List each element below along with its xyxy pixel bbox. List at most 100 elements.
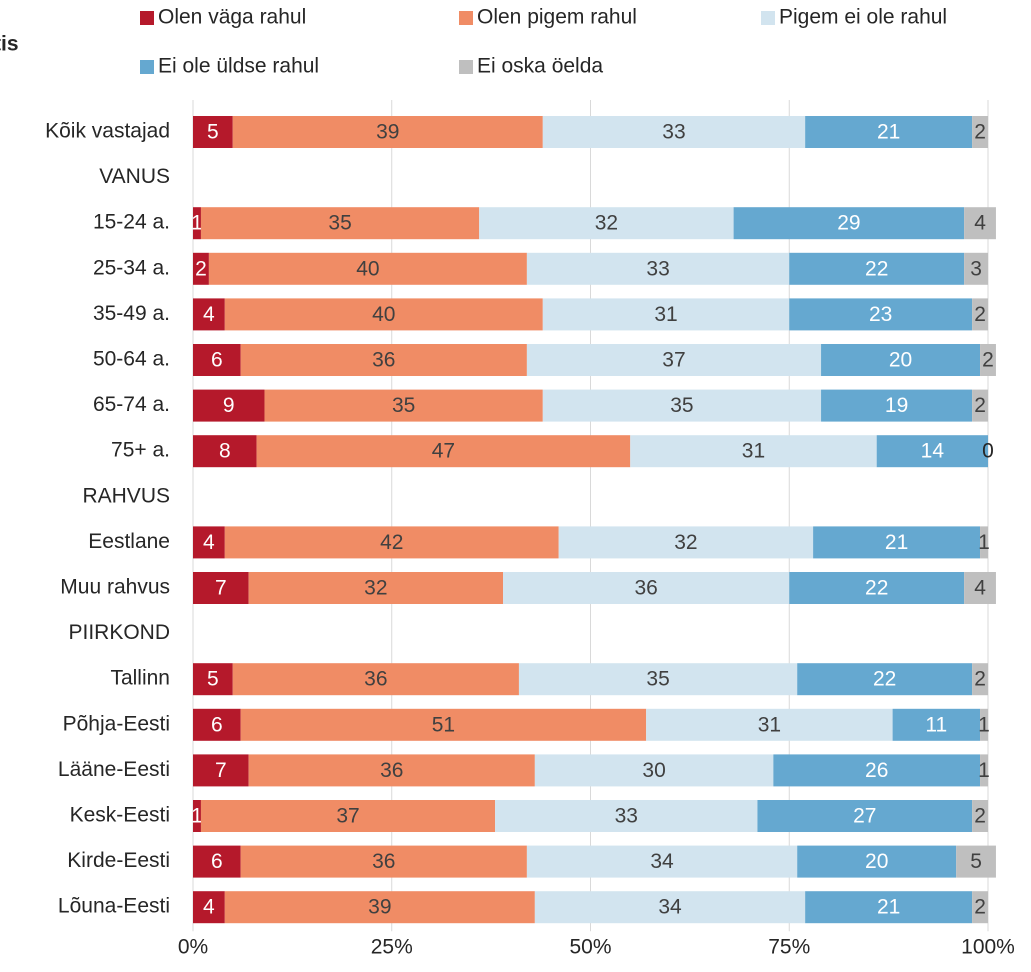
data-label: 47 — [432, 440, 455, 463]
data-label: 33 — [646, 257, 669, 280]
bar-segment — [972, 800, 988, 832]
bar-segment — [495, 800, 758, 832]
bar-segment — [526, 252, 790, 285]
bar-segment — [542, 389, 822, 422]
data-label: 4 — [203, 303, 215, 326]
data-label: 2 — [974, 121, 986, 144]
data-label: 2 — [974, 303, 986, 326]
data-label: 23 — [869, 303, 892, 326]
bar-segment — [240, 845, 527, 878]
data-label: 6 — [211, 713, 223, 736]
data-label: 35 — [646, 668, 669, 691]
bar-segment — [264, 389, 543, 422]
data-label: 2 — [974, 896, 986, 919]
y-tick-label: VANUS — [99, 165, 170, 188]
legend-swatch — [140, 60, 154, 74]
bar-segment — [200, 207, 480, 240]
x-tick-label: 0% — [178, 936, 208, 959]
y-tick-label: 25-34 a. — [93, 256, 170, 279]
bar-segment — [797, 845, 957, 878]
bar-segment — [876, 435, 988, 468]
data-label: 29 — [837, 212, 860, 235]
x-tick-label: 50% — [569, 936, 611, 959]
bar-segment — [972, 298, 988, 331]
data-label: 0 — [982, 440, 994, 463]
data-label: 36 — [372, 349, 395, 372]
data-label: 36 — [372, 850, 395, 873]
legend-label: Pigem ei ole rahul — [779, 6, 947, 29]
legend-swatch — [459, 11, 473, 25]
bar-segment — [733, 207, 965, 240]
bar-segment — [193, 572, 249, 604]
bar-segment — [193, 708, 241, 741]
bar-segment — [773, 754, 981, 787]
data-label: 31 — [758, 713, 781, 736]
bar-segment — [558, 526, 814, 559]
y-tick-label: 75+ a. — [111, 439, 170, 462]
data-label: 40 — [372, 303, 395, 326]
data-label: 2 — [982, 349, 994, 372]
data-label: 33 — [615, 805, 638, 828]
legend-label: Olen pigem rahul — [477, 6, 637, 29]
legend-swatch — [459, 60, 473, 74]
y-tick-label: 50-64 a. — [93, 348, 170, 371]
data-label: 6 — [211, 850, 223, 873]
data-label: 9 — [223, 394, 235, 417]
data-label: 32 — [674, 531, 697, 554]
bar-segment — [232, 663, 519, 696]
bar-segment — [980, 526, 988, 559]
data-label: 21 — [885, 531, 908, 554]
data-label: 36 — [380, 759, 403, 782]
data-label: 1 — [191, 805, 203, 828]
bar-segment — [479, 207, 734, 240]
bar-segment — [193, 252, 209, 285]
bar-segment — [821, 344, 981, 376]
data-label: 51 — [432, 713, 455, 736]
bar-segment — [193, 116, 233, 148]
bar-segment — [630, 435, 877, 468]
data-label: 4 — [203, 531, 215, 554]
data-label: 22 — [865, 257, 888, 280]
legend-swatch — [140, 11, 154, 25]
bar-segment — [503, 572, 790, 604]
data-label: 14 — [921, 440, 945, 463]
data-label: 27 — [853, 805, 876, 828]
bar-segment — [224, 526, 559, 559]
x-tick-label: 75% — [768, 936, 810, 959]
bar-segment — [980, 708, 988, 741]
bar-segment — [200, 800, 496, 832]
data-label: 20 — [865, 850, 888, 873]
data-label: 37 — [662, 349, 685, 372]
bar-segment — [193, 344, 241, 376]
bar-segment — [892, 708, 981, 741]
bar-segment — [980, 754, 988, 787]
data-label: 2 — [195, 257, 207, 280]
data-label: 4 — [203, 896, 215, 919]
bar-segment — [980, 344, 996, 376]
bar-segment — [972, 389, 988, 422]
bar-segment — [813, 526, 981, 559]
legend-swatch — [761, 11, 775, 25]
legend-label: Olen väga rahul — [158, 6, 306, 29]
x-tick-label: 100% — [961, 936, 1015, 959]
bar-segment — [542, 116, 806, 148]
data-label: 4 — [974, 212, 986, 235]
y-tick-label: Põhja-Eesti — [63, 712, 170, 735]
y-tick-label: Kõik vastajad — [45, 120, 170, 143]
data-label: 40 — [356, 257, 379, 280]
bar-segment — [240, 344, 527, 376]
bar-segment — [805, 891, 973, 924]
data-label: 39 — [368, 896, 391, 919]
bar-segment — [534, 754, 774, 787]
data-label: 7 — [215, 577, 227, 600]
data-label: 34 — [658, 896, 682, 919]
data-label: 7 — [215, 759, 227, 782]
data-label: 5 — [207, 668, 219, 691]
y-tick-label: 15-24 a. — [93, 211, 170, 234]
data-label: 39 — [376, 121, 399, 144]
data-label: 35 — [392, 394, 415, 417]
data-label: 1 — [978, 759, 990, 782]
bar-segment — [193, 891, 225, 924]
data-label: 31 — [742, 440, 765, 463]
bar-segment — [972, 116, 988, 148]
